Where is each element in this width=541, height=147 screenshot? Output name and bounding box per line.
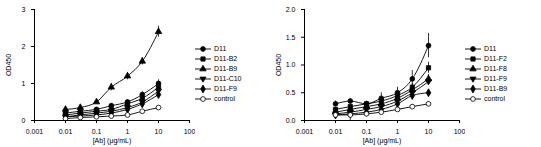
svg-text:[Ab] (μg/mL): [Ab] (μg/mL) xyxy=(363,137,402,145)
svg-text:[Ab] (μg/mL): [Ab] (μg/mL) xyxy=(93,137,132,145)
svg-text:OD450: OD450 xyxy=(275,54,282,76)
html-text:D11-C10: D11-C10 xyxy=(214,74,242,82)
svg-text:0.001: 0.001 xyxy=(296,128,314,135)
svg-text:1: 1 xyxy=(22,80,26,87)
svg-text:OD450: OD450 xyxy=(5,54,12,76)
html-text:D11-B9: D11-B9 xyxy=(214,64,238,72)
html-text:D11: D11 xyxy=(214,44,227,52)
svg-text:0.0: 0.0 xyxy=(286,117,296,124)
svg-text:2.0: 2.0 xyxy=(286,6,296,13)
svg-text:1.5: 1.5 xyxy=(286,33,296,40)
html-text:D11-F8: D11-F8 xyxy=(484,64,507,72)
svg-text:0.01: 0.01 xyxy=(59,128,73,135)
svg-text:2: 2 xyxy=(22,43,26,50)
html-text:control: control xyxy=(214,94,235,102)
html-text:D11-B2: D11-B2 xyxy=(214,54,238,62)
svg-text:0.5: 0.5 xyxy=(286,89,296,96)
svg-text:10: 10 xyxy=(425,128,433,135)
svg-text:1.0: 1.0 xyxy=(286,61,296,68)
html-text:D11-F2: D11-F2 xyxy=(484,54,507,62)
html-text:D11-F9: D11-F9 xyxy=(484,74,507,82)
svg-text:0.01: 0.01 xyxy=(329,128,343,135)
svg-text:0.1: 0.1 xyxy=(92,128,102,135)
svg-text:0.1: 0.1 xyxy=(362,128,372,135)
svg-text:10: 10 xyxy=(155,128,163,135)
html-text:D11: D11 xyxy=(484,44,497,52)
svg-text:0: 0 xyxy=(22,117,26,124)
svg-text:1: 1 xyxy=(126,128,130,135)
svg-text:0.001: 0.001 xyxy=(26,128,44,135)
html-text:D11-B9: D11-B9 xyxy=(484,84,508,92)
svg-text:100: 100 xyxy=(454,128,465,135)
svg-text:1: 1 xyxy=(396,128,400,135)
svg-text:3: 3 xyxy=(22,6,26,13)
svg-text:100: 100 xyxy=(184,128,195,135)
html-text:D11-F9: D11-F9 xyxy=(214,84,237,92)
html-text:control: control xyxy=(484,94,505,102)
